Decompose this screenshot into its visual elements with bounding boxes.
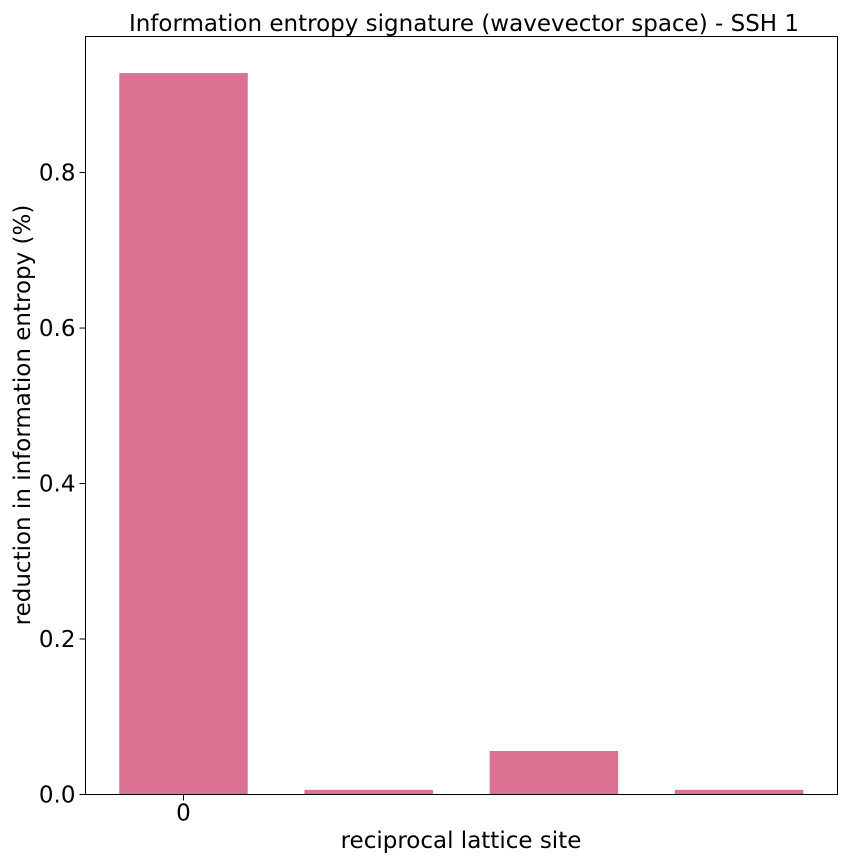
y-tick-label: 0.6 bbox=[39, 316, 76, 342]
x-axis: 0 bbox=[176, 794, 191, 827]
bar bbox=[489, 750, 619, 795]
y-tick-label: 0.4 bbox=[39, 472, 76, 498]
x-tick-label: 0 bbox=[176, 801, 191, 827]
y-tick-label: 0.0 bbox=[39, 783, 76, 809]
bar bbox=[674, 789, 804, 795]
bars-group bbox=[119, 73, 804, 795]
y-axis: 0.0 0.2 0.4 0.6 0.8 bbox=[39, 161, 86, 809]
y-tick-label: 0.2 bbox=[39, 627, 76, 653]
bar bbox=[304, 789, 433, 795]
y-tick-label: 0.8 bbox=[39, 161, 76, 187]
y-axis-label: reduction in information entropy (%) bbox=[10, 205, 36, 626]
x-axis-label: reciprocal lattice site bbox=[341, 828, 582, 854]
bar bbox=[119, 73, 248, 795]
chart-title: Information entropy signature (wavevecto… bbox=[129, 11, 799, 37]
plot-frame bbox=[85, 36, 838, 795]
